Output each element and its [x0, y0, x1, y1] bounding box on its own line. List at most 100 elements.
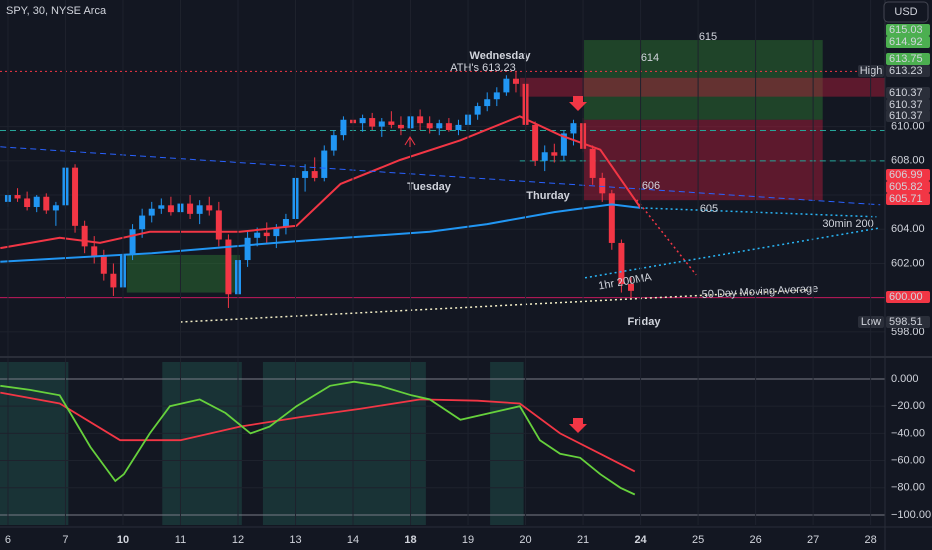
indicator-line: [640, 207, 877, 218]
x-tick-label: 7: [62, 534, 68, 546]
candle-body: [599, 177, 606, 194]
indicator-line: [0, 115, 642, 250]
price-badge: [886, 53, 930, 65]
candle-body: [436, 123, 443, 129]
candle-body: [359, 118, 366, 124]
candle-body: [187, 203, 194, 214]
marker-arrow: [404, 136, 416, 147]
price-badge: [886, 291, 930, 303]
candle-body: [378, 121, 385, 127]
zone: [584, 40, 823, 120]
price-badge-label: 606.99: [889, 169, 923, 181]
candle-body: [33, 196, 40, 208]
grid: 598.00600.00602.00604.00606.00608.00610.…: [0, 121, 925, 338]
candle-body: [474, 106, 481, 115]
price-badge: [886, 36, 930, 48]
price-badge-label: 613.75: [889, 53, 923, 65]
candle-body: [397, 124, 404, 129]
x-tick-label: 6: [5, 534, 11, 546]
price-badge-label: 613.23: [889, 65, 923, 77]
candle-body: [81, 225, 88, 247]
candle-body: [330, 135, 337, 151]
candle-body: [503, 78, 510, 93]
candle-body: [282, 218, 289, 228]
candle-body: [273, 227, 280, 237]
y-tick-label: 610.00: [891, 121, 925, 133]
candle-body: [340, 119, 347, 136]
oscillator-zone: [262, 362, 426, 525]
x-tick-label: 28: [864, 534, 876, 546]
zone: [519, 77, 885, 97]
y-tick-label: 0.000: [891, 373, 919, 385]
price-badge: [886, 193, 930, 205]
candle-body: [417, 116, 424, 124]
x-tick-label: 19: [462, 534, 474, 546]
price-badge: [886, 24, 930, 36]
annotation: Friday: [627, 316, 661, 328]
price-badge: [886, 65, 930, 77]
annotation: Thurday: [526, 190, 570, 202]
price-badge-label: 610.37: [889, 110, 923, 122]
annotation: 614: [641, 52, 659, 64]
currency-button[interactable]: [883, 1, 929, 23]
price-badge: [886, 181, 930, 193]
marker-arrow: [569, 418, 587, 433]
price-badge: [886, 169, 930, 181]
price-badge-label: 610.37: [889, 99, 923, 111]
zone: [584, 119, 823, 201]
candle-body: [91, 246, 98, 257]
x-tick-label: 26: [749, 534, 761, 546]
y-tick-label: 598.00: [891, 326, 925, 338]
candle-body: [110, 273, 117, 288]
price-badge: [886, 110, 930, 122]
indicator-line: [0, 203, 641, 263]
candle-body: [608, 193, 615, 243]
candle-body: [100, 256, 107, 274]
price-badge-label: 598.51: [889, 316, 923, 328]
candle-body: [321, 150, 328, 178]
candle-body: [14, 195, 21, 199]
candle-body: [589, 148, 596, 178]
candle-body: [618, 242, 625, 284]
zone: [126, 254, 240, 293]
price-badge-label: 605.71: [889, 193, 923, 205]
annotation: Wednesday: [470, 50, 532, 62]
oscillator-zone: [162, 362, 242, 525]
candle-body: [167, 205, 174, 213]
candle-body: [225, 239, 232, 295]
annotation: 605: [700, 203, 718, 215]
candle-body: [570, 123, 577, 134]
oscillator-zone: [490, 362, 524, 525]
x-tick-label: 14: [347, 534, 359, 546]
y-tick-label: 602.00: [891, 257, 925, 269]
price-badge-label: 605.82: [889, 181, 923, 193]
candle-body: [627, 284, 634, 291]
candle-body: [206, 205, 213, 211]
symbol-header: SPY, 30, NYSE Arca: [6, 5, 107, 17]
candle-body: [148, 208, 155, 216]
indicator-line: [0, 146, 881, 206]
y-tick-label: 604.00: [891, 223, 925, 235]
candle-body: [158, 205, 165, 209]
annotation: 606: [642, 180, 660, 192]
candle-body: [52, 205, 59, 211]
annotation: 30min 200: [822, 218, 873, 230]
indicator-line: [636, 199, 697, 276]
oscillator-line: [0, 380, 636, 496]
indicator-line: [180, 289, 811, 323]
price-badge: [886, 316, 930, 328]
candle-body: [263, 232, 270, 237]
candle-body: [302, 171, 309, 178]
candle-body: [129, 229, 136, 255]
currency-label[interactable]: USD: [894, 6, 917, 18]
candle-body: [196, 205, 203, 214]
price-badge-label: 600.00: [889, 291, 923, 303]
candle-body: [493, 92, 500, 100]
price-badge-label: 614.92: [889, 36, 923, 48]
candle-body: [72, 167, 79, 226]
x-tick-label: 12: [232, 534, 244, 546]
oscillator-line: [0, 391, 636, 473]
x-tick-label: 21: [577, 534, 589, 546]
price-badge-label: 615.03: [889, 24, 923, 36]
